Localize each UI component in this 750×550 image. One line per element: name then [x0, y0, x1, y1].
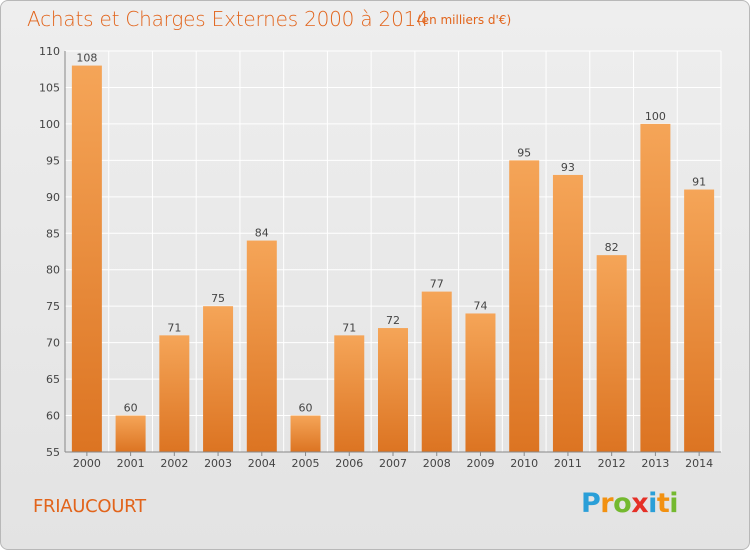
y-tick-label: 110: [39, 45, 60, 58]
data-label: 77: [430, 278, 444, 291]
bar: [334, 335, 365, 452]
data-label: 84: [255, 227, 269, 240]
data-label: 74: [473, 299, 487, 312]
y-tick-label: 85: [46, 227, 60, 240]
logo-letter: i: [648, 488, 657, 519]
y-tick-label: 55: [46, 446, 60, 459]
x-tick-label: 2008: [423, 457, 451, 470]
bar: [421, 291, 452, 452]
axes: 55 60 65 70 75 80 85 90 95 100 105 110 2000 2001 2002 2…: [39, 45, 721, 470]
data-label: 100: [645, 110, 666, 123]
data-label: 108: [76, 52, 97, 65]
bar: [509, 160, 540, 452]
data-label: 71: [167, 321, 181, 334]
data-label: 71: [342, 321, 356, 334]
bar: [465, 313, 496, 452]
chart-subtitle: (en milliers d'€): [417, 13, 512, 27]
data-label: 60: [299, 402, 313, 415]
data-label: 75: [211, 292, 225, 305]
data-label: 91: [692, 176, 706, 189]
x-tick-label: 2004: [248, 457, 276, 470]
x-tick-label: 2002: [160, 457, 188, 470]
y-tick-label: 70: [46, 337, 60, 350]
bars: [71, 65, 715, 453]
x-tick-label: 2012: [598, 457, 626, 470]
y-tick-label: 90: [46, 191, 60, 204]
logo-letter: P: [581, 488, 601, 519]
bar: [596, 255, 627, 452]
x-tick-label: 2006: [335, 457, 363, 470]
data-label: 60: [124, 402, 138, 415]
x-tick-label: 2014: [685, 457, 713, 470]
logo-letter: r: [600, 488, 614, 519]
bar: [71, 65, 102, 452]
bar: [552, 174, 583, 453]
y-tick-label: 105: [39, 81, 60, 94]
data-label: 82: [605, 241, 619, 254]
logo-letter: o: [613, 488, 632, 519]
x-tick-label: 2000: [73, 457, 101, 470]
y-tick-label: 100: [39, 118, 60, 131]
bar: [684, 189, 715, 452]
data-label: 95: [517, 146, 531, 159]
bar: [159, 335, 190, 452]
bar: [640, 123, 671, 452]
x-tick-label: 2010: [510, 457, 538, 470]
bar: [115, 415, 146, 452]
logo-letter: i: [669, 488, 679, 519]
x-tick-label: 2001: [117, 457, 145, 470]
x-tick-label: 2003: [204, 457, 232, 470]
bar: [378, 328, 408, 452]
x-tick-label: 2005: [292, 457, 320, 470]
bar: [290, 415, 321, 452]
commune-name: FRIAUCOURT: [33, 496, 146, 517]
x-tick-label: 2007: [379, 457, 407, 470]
data-label: 93: [561, 161, 575, 174]
x-tick-label: 2013: [641, 457, 669, 470]
bar: [203, 306, 234, 452]
logo-letter: x: [631, 488, 649, 519]
y-tick-label: 75: [46, 300, 60, 313]
y-tick-label: 65: [46, 373, 60, 386]
proxiti-logo: Proxiti: [581, 488, 679, 519]
logo-letter: t: [656, 488, 670, 519]
data-label: 72: [386, 314, 400, 327]
value-labels: 108 60 71 75 84 60 71 72 77 74 95 93 82 100 91: [76, 52, 706, 415]
y-tick-label: 95: [46, 154, 60, 167]
y-tick-label: 80: [46, 264, 60, 277]
chart-title: Achats et Charges Externes 2000 à 2014: [27, 7, 429, 31]
x-tick-label: 2011: [554, 457, 582, 470]
bar: [246, 240, 277, 452]
x-tick-label: 2009: [466, 457, 494, 470]
y-tick-label: 60: [46, 410, 60, 423]
